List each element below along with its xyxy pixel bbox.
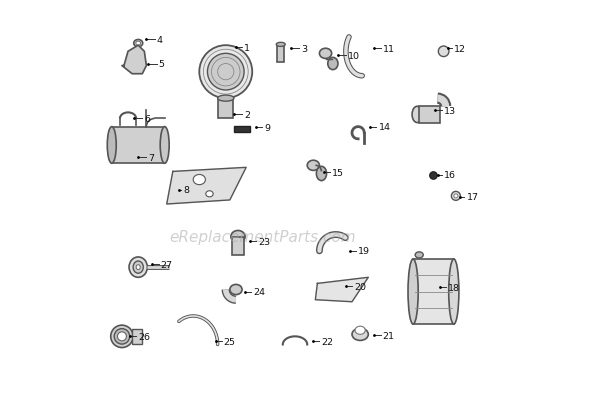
Ellipse shape: [136, 265, 140, 270]
Ellipse shape: [160, 127, 169, 164]
Polygon shape: [122, 46, 146, 74]
Text: 12: 12: [454, 45, 466, 54]
Circle shape: [451, 192, 460, 201]
Ellipse shape: [319, 49, 332, 59]
Text: 23: 23: [258, 237, 270, 246]
Ellipse shape: [129, 257, 148, 278]
Text: 14: 14: [378, 123, 391, 132]
Ellipse shape: [408, 259, 418, 324]
Text: 13: 13: [444, 107, 455, 116]
Text: 25: 25: [224, 337, 236, 346]
Text: 15: 15: [332, 169, 344, 178]
Circle shape: [430, 173, 437, 180]
Ellipse shape: [328, 58, 338, 70]
Bar: [413, 259, 454, 324]
Ellipse shape: [355, 326, 365, 335]
Text: 18: 18: [448, 283, 460, 292]
Ellipse shape: [276, 43, 285, 47]
Text: 24: 24: [254, 288, 266, 297]
Text: 3: 3: [301, 45, 307, 54]
Text: 22: 22: [322, 337, 333, 346]
Ellipse shape: [136, 42, 140, 46]
Circle shape: [438, 47, 449, 57]
Ellipse shape: [193, 175, 205, 185]
Ellipse shape: [218, 96, 234, 102]
Ellipse shape: [352, 328, 368, 341]
Ellipse shape: [206, 191, 213, 198]
Text: 6: 6: [145, 115, 150, 124]
Ellipse shape: [107, 127, 116, 164]
Ellipse shape: [230, 285, 242, 295]
Circle shape: [208, 54, 244, 91]
Text: 17: 17: [467, 193, 478, 202]
Bar: [132, 329, 142, 344]
Bar: [419, 107, 440, 123]
Text: 19: 19: [358, 247, 370, 256]
Bar: [277, 45, 284, 63]
Circle shape: [199, 46, 253, 99]
Ellipse shape: [111, 325, 133, 348]
Polygon shape: [167, 168, 246, 204]
Circle shape: [454, 194, 458, 198]
Text: 16: 16: [444, 171, 456, 180]
Text: 8: 8: [183, 186, 189, 195]
Bar: [112, 127, 165, 164]
Ellipse shape: [134, 40, 143, 48]
Text: 2: 2: [244, 111, 250, 119]
Text: 10: 10: [348, 52, 360, 61]
Ellipse shape: [316, 167, 326, 181]
Ellipse shape: [117, 332, 126, 341]
Bar: [234, 126, 250, 132]
Text: 1: 1: [244, 44, 250, 53]
Ellipse shape: [412, 107, 422, 123]
Ellipse shape: [415, 252, 423, 258]
Polygon shape: [316, 278, 368, 302]
Ellipse shape: [114, 329, 130, 344]
Ellipse shape: [231, 231, 245, 243]
Ellipse shape: [449, 259, 459, 324]
Ellipse shape: [133, 261, 143, 274]
Text: 11: 11: [382, 45, 395, 54]
Bar: [218, 99, 233, 119]
Text: 27: 27: [160, 260, 173, 269]
Text: eReplacementParts.com: eReplacementParts.com: [169, 229, 356, 245]
Bar: [232, 237, 244, 255]
Text: 21: 21: [382, 331, 395, 340]
Text: 5: 5: [159, 60, 165, 69]
Text: 26: 26: [138, 332, 150, 341]
Text: 20: 20: [354, 282, 366, 291]
Text: 4: 4: [156, 36, 162, 45]
Text: 9: 9: [264, 124, 270, 133]
Text: 7: 7: [149, 153, 155, 162]
Ellipse shape: [307, 161, 319, 171]
